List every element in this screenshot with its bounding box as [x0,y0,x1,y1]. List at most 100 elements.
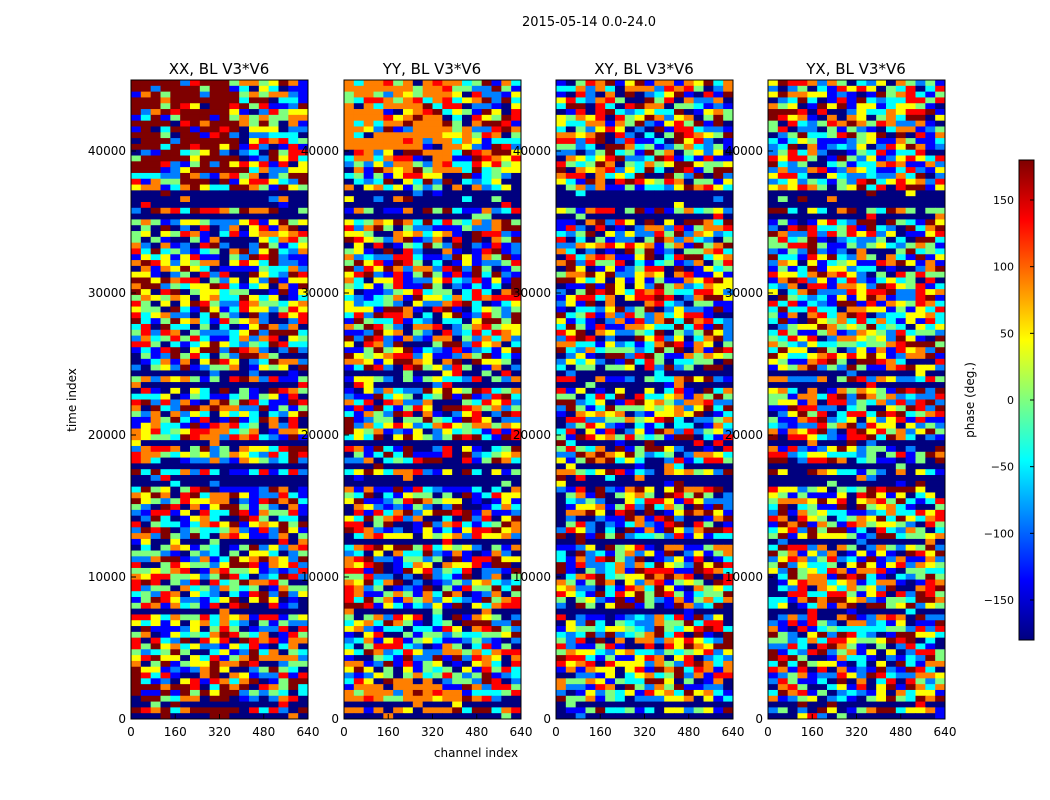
heatmap-cell [471,161,483,168]
heatmap-cell [160,289,171,296]
heatmap-cell [605,318,616,325]
heatmap-cell [634,382,645,389]
heatmap-cell [585,329,596,336]
heatmap-cell [278,196,289,203]
heatmap-cell [288,550,299,557]
heatmap-cell [511,399,522,406]
heatmap-cell [491,219,502,226]
heatmap-cell [501,626,512,633]
heatmap-cell [575,364,586,371]
heatmap-cell [442,428,453,435]
heatmap-cell [258,620,270,627]
heatmap-cell [481,91,492,98]
heatmap-cell [288,347,299,354]
heatmap-cell [703,120,714,127]
heatmap-cell [615,260,626,267]
heatmap-cell [471,416,483,424]
heatmap-cell [481,80,492,87]
heatmap-cell [511,684,522,691]
heatmap-cell [501,504,512,511]
heatmap-cell [190,562,201,569]
heatmap-cell [412,597,424,604]
heatmap-cell [556,196,567,203]
heatmap-cell [298,370,309,377]
heatmap-cell [278,184,289,191]
heatmap-cell [481,399,492,406]
heatmap-cell [373,422,384,429]
heatmap-cell [249,556,260,563]
heatmap-cell [664,260,675,267]
heatmap-cell [452,242,463,249]
heatmap-cell [501,155,512,162]
heatmap-cell [432,97,443,104]
heatmap-cell [229,312,240,319]
heatmap-cell [160,515,171,522]
heatmap-cell [644,370,655,377]
heatmap-cell [344,306,355,313]
heatmap-cell [278,265,289,273]
heatmap-cell [373,469,384,476]
heatmap-cell [674,80,685,87]
heatmap-cell [249,353,260,360]
heatmap-cell [268,358,279,366]
heatmap-cell [511,97,522,104]
heatmap-cell [693,120,704,127]
heatmap-cell [229,294,240,302]
heatmap-cell [403,306,414,313]
heatmap-cell [190,120,201,127]
heatmap-cell [644,358,655,366]
heatmap-cell [556,231,567,238]
heatmap-cell [644,382,655,389]
heatmap-cell [422,562,433,569]
heatmap-cell [229,486,240,493]
heatmap-cell [353,155,365,162]
heatmap-cell [491,294,502,302]
heatmap-cell [160,695,171,702]
heatmap-cell [190,103,201,110]
heatmap-cell [298,684,309,691]
heatmap-cell [249,120,260,127]
heatmap-cell [150,515,161,522]
heatmap-cell [605,120,616,127]
heatmap-cell [258,457,270,464]
heatmap-cell [373,637,384,644]
heatmap-cell [229,573,240,580]
heatmap-cell [683,132,695,139]
heatmap-cell [219,475,230,482]
heatmap-cell [373,236,384,244]
heatmap-cell [713,236,724,244]
heatmap-cell [363,329,374,336]
heatmap-cell [462,271,473,278]
heatmap-cell [501,236,512,244]
heatmap-cell [471,236,483,244]
heatmap-cell [723,370,734,377]
heatmap-cell [565,103,577,110]
heatmap-cell [278,294,289,302]
heatmap-cell [268,306,279,313]
heatmap-cell [268,178,279,185]
heatmap-cell [481,306,492,313]
heatmap-cell [654,376,665,383]
heatmap-cell [615,254,626,261]
heatmap-cell [674,294,685,302]
heatmap-cell [258,608,270,615]
heatmap-cell [140,428,152,435]
heatmap-cell [422,132,433,139]
heatmap-cell [501,300,512,307]
heatmap-cell [239,80,250,87]
heatmap-cell [344,80,355,87]
heatmap-cell [644,184,655,191]
heatmap-cell [615,225,626,232]
heatmap-cell [452,109,463,116]
heatmap-cell [344,289,355,296]
heatmap-cell [190,306,201,313]
heatmap-cell [723,80,734,87]
heatmap-cell [511,527,522,534]
heatmap-cell [140,533,152,540]
heatmap-cell [664,271,675,278]
heatmap-cell [565,260,577,267]
heatmap-cell [624,85,636,93]
heatmap-cell [131,283,142,290]
heatmap-cell [160,167,171,174]
heatmap-cell [298,649,309,656]
